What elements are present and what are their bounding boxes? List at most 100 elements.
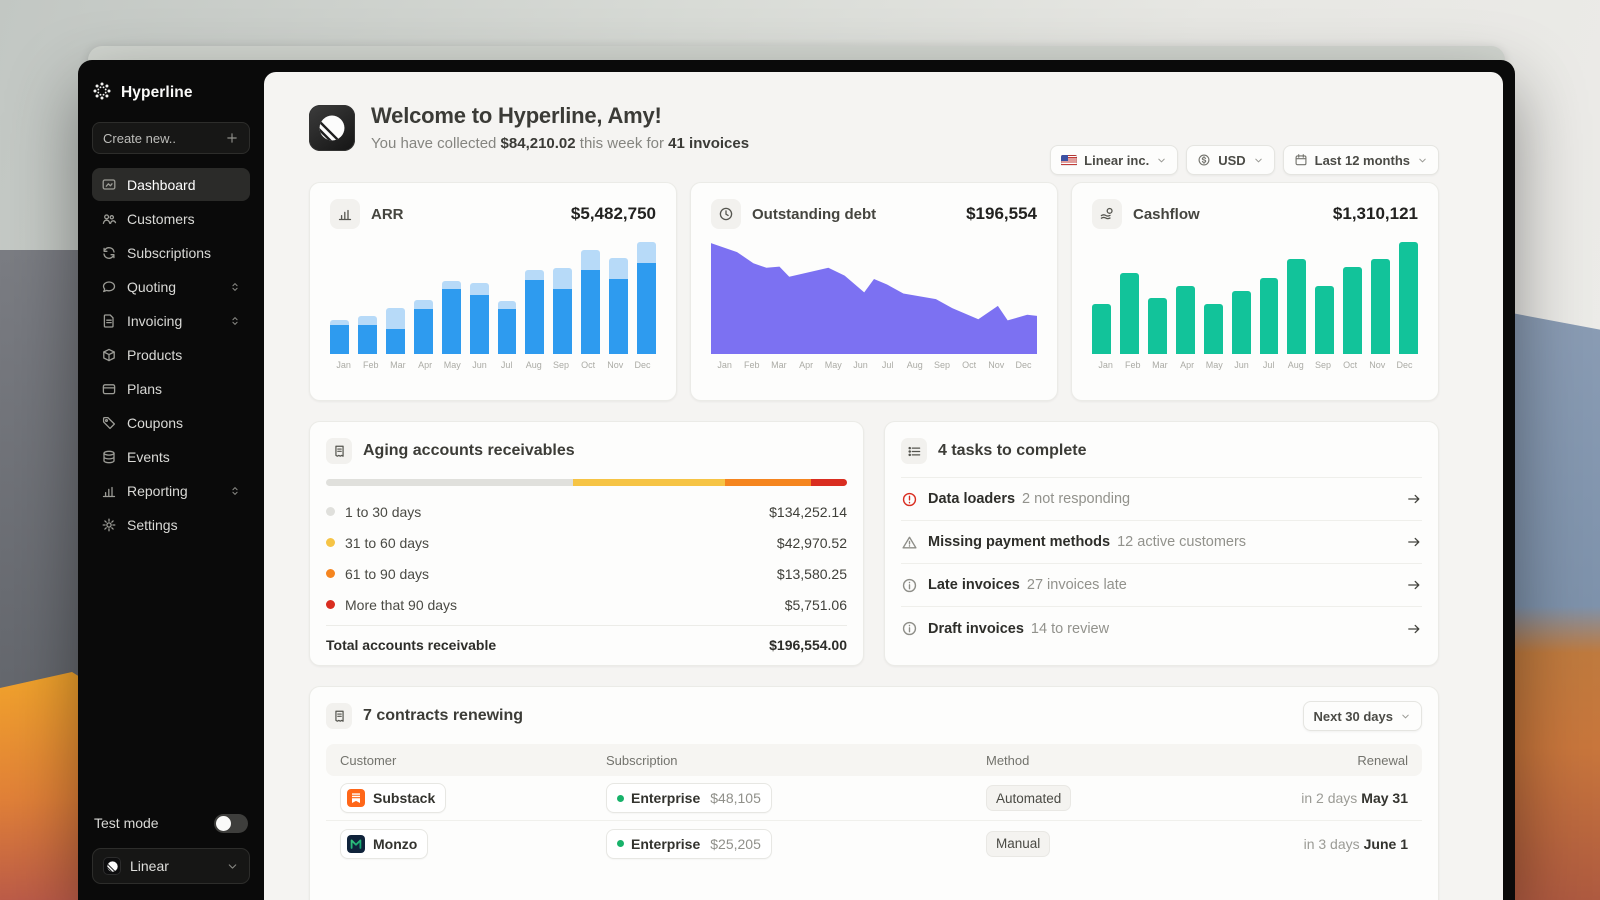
task-label: Data loaders [928,491,1016,507]
tasks-card: 4 tasks to complete Data loaders 2 not res… [884,421,1439,666]
arrow-right-icon[interactable] [1406,621,1422,637]
page-header: Welcome to Hyperline, Amy! You have coll… [309,103,1439,152]
arr-bar [469,283,489,354]
events-icon [101,449,117,465]
task-detail: 2 not responding [1022,491,1131,507]
month-label: Jul [881,360,894,370]
aging-value: $134,252.14 [769,503,847,520]
info-circle-icon [901,577,918,594]
sidebar-item-dashboard[interactable]: Dashboard [92,168,250,201]
arrow-right-icon[interactable] [1406,534,1422,550]
sidebar-item-label: Coupons [127,414,184,431]
table-header: Customer Subscription Method Renewal [326,744,1422,776]
test-mode-toggle[interactable] [214,813,248,833]
sidebar-item-customers[interactable]: Customers [92,202,250,235]
aging-receivables-card: Aging accounts receivables 1 to 30 days $1… [309,421,864,666]
task-row-late-invoices[interactable]: Late invoices 27 invoices late [901,564,1422,607]
card-title: Outstanding debt [752,205,877,223]
task-row-data-loaders[interactable]: Data loaders 2 not responding [901,478,1422,521]
method-chip: Manual [986,830,1051,857]
aging-title: Aging accounts receivables [363,442,575,459]
legend-dot-icon [326,569,335,578]
contracts-title: 7 contracts renewing [363,707,524,724]
sidebar-item-quoting[interactable]: Quoting [92,270,250,303]
page-subtitle: You have collected $84,210.02 this week … [371,135,750,152]
create-new-label: Create new.. [103,130,176,146]
plan-status-dot [617,794,624,802]
arr-bar [413,300,433,354]
substack-logo-icon [347,789,365,807]
cashflow-bar [1092,303,1111,354]
sidebar-item-label: Subscriptions [127,244,212,261]
plans-icon [101,381,117,397]
legend-dot-icon [326,600,335,609]
month-label: Jan [336,360,351,370]
customer-chip[interactable]: Monzo [340,828,429,859]
create-new-button[interactable]: Create new.. [92,122,250,154]
us-flag-icon [1061,154,1078,166]
filter-usd[interactable]: USD [1186,145,1275,175]
cashflow-bar [1175,285,1195,354]
month-label: Mar [390,360,406,370]
task-row-missing-payment-methods[interactable]: Missing payment methods 12 active custome… [901,521,1422,564]
month-label: Mar [1152,360,1168,370]
month-label: Jan [1098,360,1113,370]
filter-linear-inc-[interactable]: Linear inc. [1050,145,1179,175]
tasks-title: 4 tasks to complete [938,442,1087,459]
chevron-down-icon [1400,711,1411,722]
cash-icon [1092,199,1122,229]
method-chip: Automated [986,785,1072,811]
month-label: May [1205,360,1223,370]
cashflow-bar [1147,298,1167,354]
cashflow-bar [1287,258,1307,354]
task-label: Missing payment methods [928,534,1111,550]
bar-chart-icon [330,199,360,229]
app-window: Hyperline Create new.. Dashboard Customer… [78,60,1515,900]
hyperline-logo-icon [92,81,112,106]
sidebar-item-label: Dashboard [127,176,196,193]
sidebar-item-subscriptions[interactable]: Subscriptions [92,236,250,269]
sidebar-item-plans[interactable]: Plans [92,372,250,405]
filter-last-12-months[interactable]: Last 12 months [1282,145,1439,175]
task-detail: 14 to review [1030,620,1110,637]
cashflow-bar [1203,303,1223,354]
sidebar-item-products[interactable]: Products [92,338,250,371]
card-title: Cashflow [1133,205,1200,223]
sidebar-item-invoicing[interactable]: Invoicing [92,304,250,337]
aging-segment [326,479,574,486]
aging-label: More that 90 days [345,596,458,613]
month-label: May [824,360,842,370]
arr-bar [525,270,545,354]
next-30-days-filter[interactable]: Next 30 days [1302,701,1422,731]
sidebar-item-label: Reporting [127,482,188,499]
stat-cards-row: ARR $5,482,750 Jan Feb Mar Apr May Jun Jul Aug Sep… [309,182,1439,401]
checklist-icon [901,438,927,464]
arrow-right-icon[interactable] [1406,491,1422,507]
month-label: Aug [1287,360,1304,370]
aging-value: $42,970.52 [776,534,847,551]
reporting-icon [101,483,117,499]
sidebar-item-coupons[interactable]: Coupons [92,406,250,439]
sidebar-item-settings[interactable]: Settings [92,508,250,541]
plan-amount: $48,105 [710,790,761,806]
month-label: Sep [1314,360,1331,370]
page-title: Welcome to Hyperline, Amy! [371,103,662,128]
month-label: Feb [744,360,760,370]
month-label: Feb [1125,360,1141,370]
contract-row-monzo[interactable]: Monzo Enterprise $25,205 Manual in 3 days Jun… [326,821,1422,866]
arr-bar [553,267,573,354]
sidebar-item-events[interactable]: Events [92,440,250,473]
renewal-cell: in 2 days May 31 [1301,790,1408,806]
sidebar-item-reporting[interactable]: Reporting [92,474,250,507]
contract-row-substack[interactable]: Substack Enterprise $48,105 Automated in 2 d… [326,776,1422,821]
arrow-right-icon[interactable] [1406,577,1422,593]
cashflow-bar [1399,242,1419,354]
aging-total-value: $196,554.00 [769,637,847,653]
customer-chip[interactable]: Substack [340,783,447,813]
month-label: Jun [853,360,868,370]
aging-label: 1 to 30 days [345,503,422,520]
sidebar-item-label: Customers [127,210,195,227]
task-row-draft-invoices[interactable]: Draft invoices 14 to review [901,607,1422,650]
org-switcher[interactable]: Linear [92,848,250,884]
customers-icon [101,211,117,227]
